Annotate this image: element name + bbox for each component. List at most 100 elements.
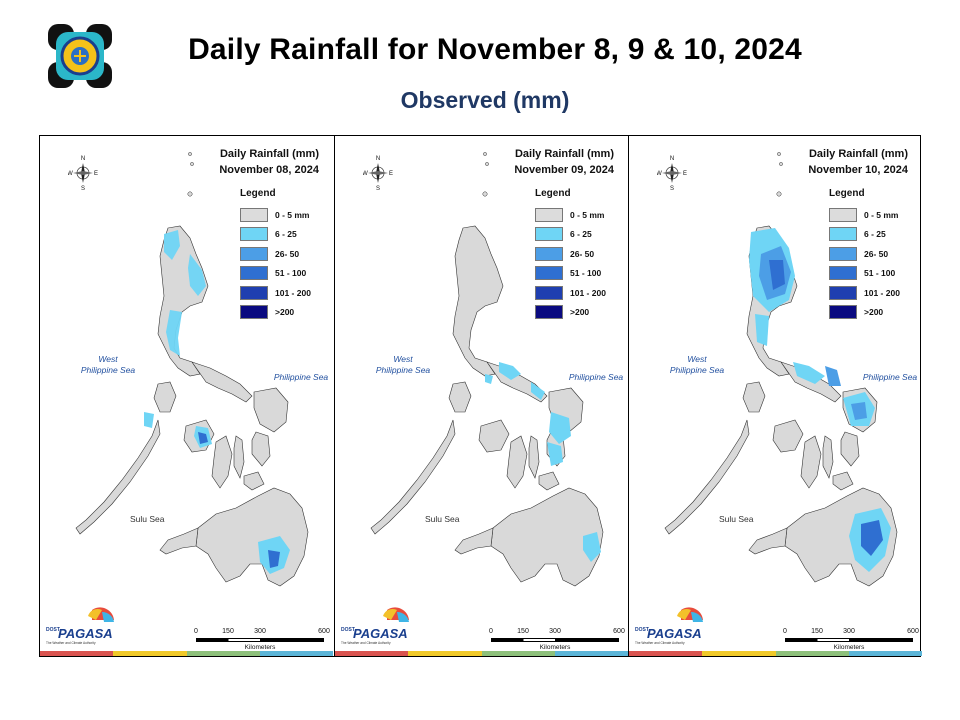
scale-tick: 300 <box>254 628 266 635</box>
color-stripe <box>40 651 333 656</box>
legend-label: 101 - 200 <box>864 287 900 298</box>
land-base <box>370 152 604 587</box>
compass-rose: N S W E <box>67 154 98 192</box>
logo-prefix: DOST <box>635 627 649 633</box>
compass-w: W <box>68 171 73 177</box>
legend: Legend 0 - 5 mm 6 - 25 26- 50 51 - 100 1… <box>240 188 330 322</box>
rainfall-overlay <box>485 362 601 562</box>
legend-label: 26- 50 <box>570 248 595 259</box>
compass-n: N <box>376 156 380 162</box>
compass-e: E <box>389 171 393 177</box>
legend-label: 101 - 200 <box>570 287 606 298</box>
panel-heading: Daily Rainfall (mm) <box>808 148 908 160</box>
rainfall-map <box>370 152 604 587</box>
legend-swatch <box>829 266 857 281</box>
legend-label: 6 - 25 <box>570 229 592 240</box>
compass-s: S <box>670 186 674 192</box>
legend-swatch <box>240 246 268 261</box>
legend-label: 101 - 200 <box>275 287 311 298</box>
page-subtitle: Observed (mm) <box>400 87 570 113</box>
scale-tick: 600 <box>318 628 330 635</box>
sulu-sea-label: Sulu Sea <box>425 514 460 524</box>
scale-unit: Kilometers <box>539 644 571 651</box>
legend-heading: Legend <box>535 188 571 199</box>
legend-label: >200 <box>275 307 295 318</box>
logo-tagline: The Weather and Climate Authority <box>635 641 685 645</box>
scale-tick: 0 <box>783 628 787 635</box>
legend-label: >200 <box>864 307 884 318</box>
legend-swatch <box>535 246 563 261</box>
compass-e: E <box>94 171 98 177</box>
scale-tick: 150 <box>811 628 823 635</box>
scale-bar: 0 150 300 600 Kilometers <box>190 628 330 654</box>
panel-heading: Daily Rainfall (mm) <box>219 148 319 160</box>
compass-s: S <box>376 186 380 192</box>
dost-logo <box>48 24 112 88</box>
scale-tick: 600 <box>613 628 625 635</box>
legend-swatch <box>535 266 563 281</box>
scale-tick: 0 <box>489 628 493 635</box>
legend-swatch <box>240 227 268 242</box>
legend-label: 6 - 25 <box>864 229 886 240</box>
panel-date: November 08, 2024 <box>219 164 319 176</box>
legend-label: 51 - 100 <box>275 268 307 279</box>
compass-w: W <box>363 171 368 177</box>
scale-tick: 0 <box>194 628 198 635</box>
scale-tick: 150 <box>517 628 529 635</box>
maps-frame: N S W E Daily Rainfall (mm) November 08,… <box>39 135 922 657</box>
pagasa-logo: DOST PAGASA The Weather and Climate Auth… <box>46 607 114 645</box>
legend-swatch <box>535 305 563 320</box>
scale-tick: 300 <box>549 628 561 635</box>
panel-title: Daily Rainfall (mm) November 10, 2024 <box>808 146 908 178</box>
legend: Legend 0 - 5 mm 6 - 25 26- 50 51 - 100 1… <box>829 188 919 322</box>
page-title: Daily Rainfall for November 8, 9 & 10, 2… <box>188 33 802 66</box>
compass-s: S <box>81 186 85 192</box>
map-panel-nov-10: N S W E Daily Rainfall (mm) November 10,… <box>628 136 922 656</box>
logo-text: PAGASA <box>58 626 113 641</box>
legend-swatch <box>240 207 268 222</box>
legend-swatch <box>829 227 857 242</box>
rainfall-overlay <box>144 230 290 574</box>
scale-unit: Kilometers <box>244 644 276 651</box>
legend-label: 51 - 100 <box>570 268 602 279</box>
west-philippine-sea-label: West Philippine Sea <box>80 354 136 375</box>
pagasa-logo: DOST PAGASA The Weather and Climate Auth… <box>341 607 409 645</box>
panel-title: Daily Rainfall (mm) November 09, 2024 <box>514 146 614 178</box>
legend-label: 51 - 100 <box>864 268 896 279</box>
compass-n: N <box>81 156 85 162</box>
color-stripe <box>629 651 922 656</box>
legend-heading: Legend <box>829 188 865 199</box>
legend-label: 26- 50 <box>864 248 889 259</box>
philippine-sea-label: Philippine Sea <box>273 372 329 382</box>
logo-text: PAGASA <box>353 626 408 641</box>
philippine-sea-label: Philippine Sea <box>862 372 918 382</box>
rainfall-map <box>75 152 309 587</box>
panel-date: November 10, 2024 <box>808 164 908 176</box>
legend-swatch <box>535 227 563 242</box>
logo-text: PAGASA <box>647 626 702 641</box>
compass-n: N <box>670 156 674 162</box>
scale-tick: 150 <box>222 628 234 635</box>
scale-tick: 300 <box>843 628 855 635</box>
rainfall-overlay <box>749 228 891 572</box>
legend-label: 26- 50 <box>275 248 300 259</box>
legend-heading: Legend <box>240 188 276 199</box>
panel-heading: Daily Rainfall (mm) <box>514 148 614 160</box>
legend-swatch <box>829 305 857 320</box>
legend-swatch <box>535 207 563 222</box>
color-stripe <box>335 651 628 656</box>
scale-unit: Kilometers <box>833 644 865 651</box>
scale-bar-graphic <box>196 638 324 642</box>
legend-label: 0 - 5 mm <box>275 209 310 220</box>
panel-date: November 09, 2024 <box>514 164 614 176</box>
logo-tagline: The Weather and Climate Authority <box>341 641 391 645</box>
map-panel-nov-09: N S W E Daily Rainfall (mm) November 09,… <box>334 136 628 656</box>
legend-swatch <box>829 246 857 261</box>
legend-label: 0 - 5 mm <box>570 209 605 220</box>
sulu-sea-label: Sulu Sea <box>130 514 165 524</box>
compass-e: E <box>683 171 687 177</box>
legend-swatch <box>829 285 857 300</box>
legend-label: >200 <box>570 307 590 318</box>
scale-bar-graphic <box>785 638 913 642</box>
compass-rose: N S W E <box>362 154 393 192</box>
